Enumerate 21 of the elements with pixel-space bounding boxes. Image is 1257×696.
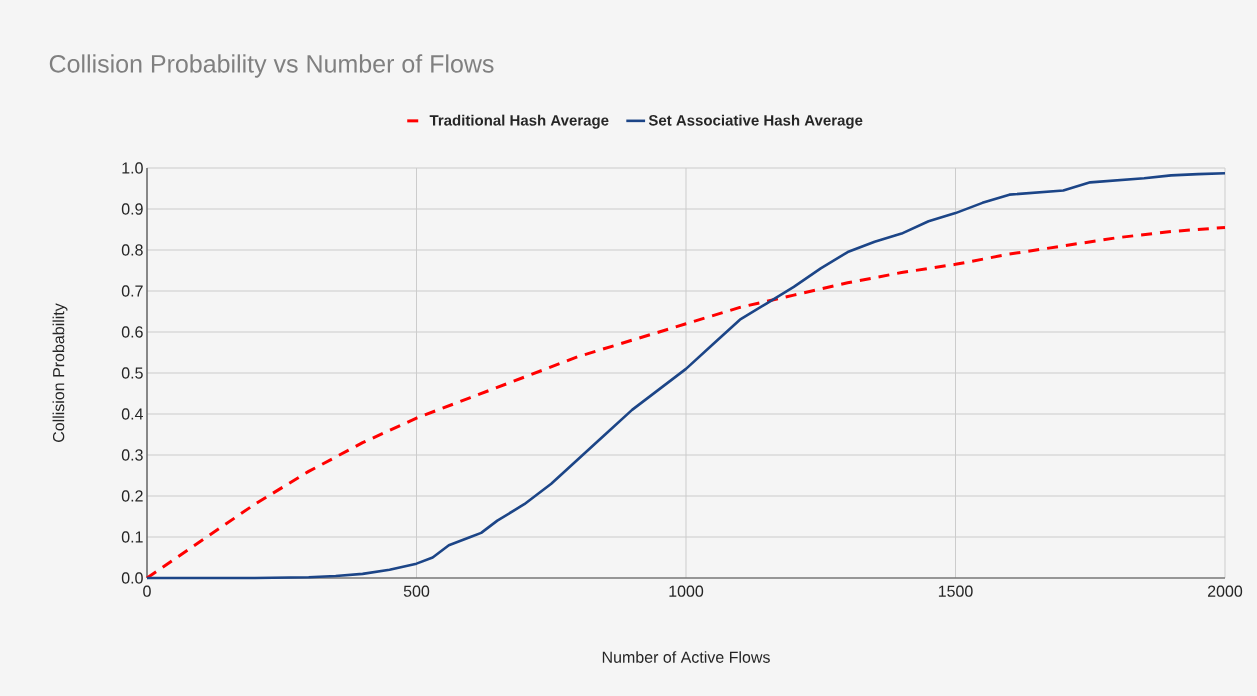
x-axis-title: Number of Active Flows: [602, 651, 770, 663]
chart-title: Collision Probability vs Number of Flows: [49, 54, 494, 78]
y-tick-label: 0.0: [121, 572, 143, 584]
x-tick-label: 1000: [669, 585, 704, 597]
y-tick-label: 0.3: [121, 449, 143, 461]
y-tick-label: 1.0: [122, 162, 143, 174]
y-tick-label: 0.7: [121, 285, 143, 297]
y-axis-title: Collision Probability: [52, 303, 68, 442]
y-tick-label: 0.4: [121, 408, 143, 420]
y-tick-label: 0.2: [121, 490, 143, 502]
x-tick-label: 1500: [938, 585, 973, 597]
legend-label: Traditional Hash Average: [429, 114, 609, 129]
y-tick-label: 0.8: [121, 244, 143, 256]
x-tick-label: 2000: [1207, 585, 1243, 597]
legend-label: Set Associative Hash Average: [648, 114, 863, 129]
y-tick-label: 0.5: [121, 367, 143, 379]
y-tick-label: 0.9: [121, 203, 143, 215]
x-tick-label: 500: [403, 585, 430, 597]
y-tick-label: 0.6: [121, 326, 143, 338]
y-tick-label: 0.1: [121, 531, 143, 543]
x-tick-label: 0: [143, 585, 151, 597]
